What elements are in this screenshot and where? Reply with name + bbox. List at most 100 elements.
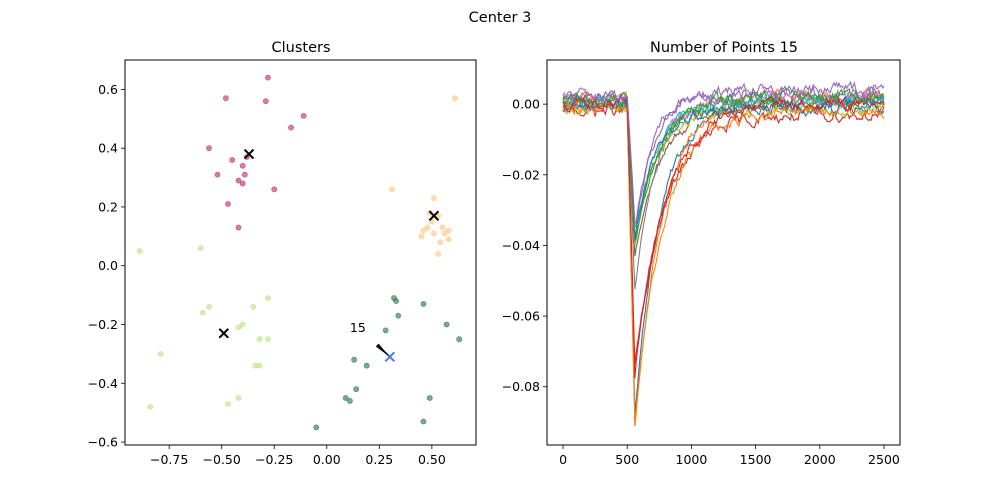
y-tick-label: 0.0 (98, 258, 118, 273)
waveforms-chart: Number of Points 15 0 500 1000 1500 2000 2500… (502, 40, 901, 467)
x-tick-label: 0.00 (313, 452, 341, 467)
clusters-axes-frame (124, 59, 477, 446)
cluster-3-point (157, 350, 164, 357)
y-tick-label: −0.6 (88, 435, 118, 450)
x-tick-label: 0 (559, 452, 567, 467)
cluster-3-point (136, 248, 143, 254)
y-tick-label: 0.6 (98, 82, 118, 97)
cluster-3-point (235, 395, 242, 401)
waveform-series-line (562, 92, 885, 415)
cluster-4-point (443, 321, 450, 328)
y-tick-label: 0.2 (98, 199, 118, 214)
cluster-2-point (445, 236, 452, 243)
clusters-chart: Clusters 15 −0.75 −0.50 −0.25 0.00 0.25 0.50−… (88, 40, 477, 467)
cluster-2-point (435, 251, 442, 257)
x-tick-label: 500 (615, 452, 639, 467)
cluster-center-marker (218, 328, 229, 339)
cluster-4-point (382, 327, 389, 334)
cluster-3-point (265, 295, 271, 301)
cluster-1-point (262, 98, 269, 105)
x-tick-label: 0.50 (418, 452, 446, 467)
cluster-1-point (239, 180, 246, 187)
cluster-1-point (300, 112, 307, 119)
cluster-2-point (431, 195, 437, 202)
cluster-3-point (250, 303, 257, 310)
cluster-center-marker (428, 210, 440, 221)
cluster-3-point (256, 362, 263, 369)
cluster-1-point (225, 201, 231, 207)
waveform-series-line (562, 93, 885, 290)
cluster-4-point (342, 395, 349, 401)
cluster-1-point (265, 74, 271, 81)
waveform-series-line (562, 88, 885, 426)
y-tick-label: −0.04 (502, 238, 540, 253)
waveform-series-line (562, 80, 885, 226)
figure-suptitle: Center 3 (469, 10, 532, 26)
x-tick-label: 1500 (740, 452, 772, 467)
cluster-4-point (313, 424, 320, 431)
waveform-series-line (563, 102, 885, 379)
cluster-4-point (346, 398, 353, 404)
cluster-1-point (222, 95, 229, 102)
cluster-3-point (239, 321, 246, 328)
x-tick-label: −0.25 (255, 452, 293, 467)
cluster-1-point (214, 171, 221, 178)
cluster-1-point (288, 124, 294, 131)
x-tick-label: 2000 (804, 452, 836, 467)
cluster-4-point (395, 312, 402, 319)
cluster-1-point (229, 157, 236, 163)
waveform-series-line (562, 100, 885, 427)
cluster-3-point (265, 336, 271, 343)
cluster-1-point (235, 177, 242, 184)
cluster-2-point (437, 239, 444, 246)
cluster-2-point (439, 224, 446, 231)
waveform-series-line (562, 95, 885, 257)
cluster-2-point (418, 233, 425, 240)
cluster-3-point (256, 336, 263, 343)
cluster-2-point (420, 227, 427, 234)
x-tick-label: 1000 (676, 452, 708, 467)
y-tick-label: −0.4 (88, 376, 118, 391)
cluster-1-point (241, 171, 248, 178)
clusters-marks: 15 (136, 74, 463, 431)
cluster-4-point (426, 395, 433, 401)
cluster-4-point (351, 356, 357, 363)
waveforms-title: Number of Points 15 (650, 40, 798, 56)
cluster-2-point (389, 186, 395, 193)
cluster-2-point (441, 230, 448, 237)
cluster-center-marker (243, 148, 255, 160)
x-tick-label: 0.25 (365, 452, 393, 467)
y-tick-label: 0.00 (512, 97, 540, 112)
clusters-title: Clusters (271, 40, 330, 56)
cluster-2-point (435, 212, 442, 219)
cluster-4-point (456, 336, 463, 343)
cluster-3-point (199, 309, 206, 316)
y-tick-label: −0.06 (502, 309, 540, 324)
cluster-1-point (239, 162, 246, 169)
cluster-3-point (235, 324, 242, 331)
waveforms-axes-frame (546, 59, 901, 446)
x-tick-label: 2500 (868, 452, 900, 467)
clusters-ticks: −0.75 −0.50 −0.25 0.00 0.25 0.50 −0.6 −0.4 −0.2 0… (88, 82, 446, 467)
cluster-2-point (424, 224, 431, 231)
cluster-4-point (363, 362, 370, 369)
cluster-1-point (271, 186, 278, 193)
waveform-series-line (562, 95, 885, 365)
waveforms-marks (562, 80, 885, 427)
cluster-3-point (197, 245, 204, 251)
cluster-3-point (206, 303, 212, 310)
waveform-series-line (562, 95, 885, 241)
y-tick-label: −0.08 (502, 379, 540, 394)
cluster-4-point (353, 386, 360, 393)
cluster-4-point (420, 418, 427, 425)
cluster-2-point (445, 227, 452, 234)
waveforms-ticks: 0 500 1000 1500 2000 2500 0.00 −0.02 −0.04 −0.06 −… (502, 97, 900, 467)
cluster-2-point (452, 95, 458, 102)
x-tick-label: −0.75 (150, 452, 188, 467)
y-tick-label: 0.4 (98, 141, 118, 156)
waveform-series-line (562, 99, 885, 246)
cluster-3-point (147, 403, 154, 410)
cluster-1-point (206, 145, 212, 152)
cluster-3-point (225, 400, 231, 407)
